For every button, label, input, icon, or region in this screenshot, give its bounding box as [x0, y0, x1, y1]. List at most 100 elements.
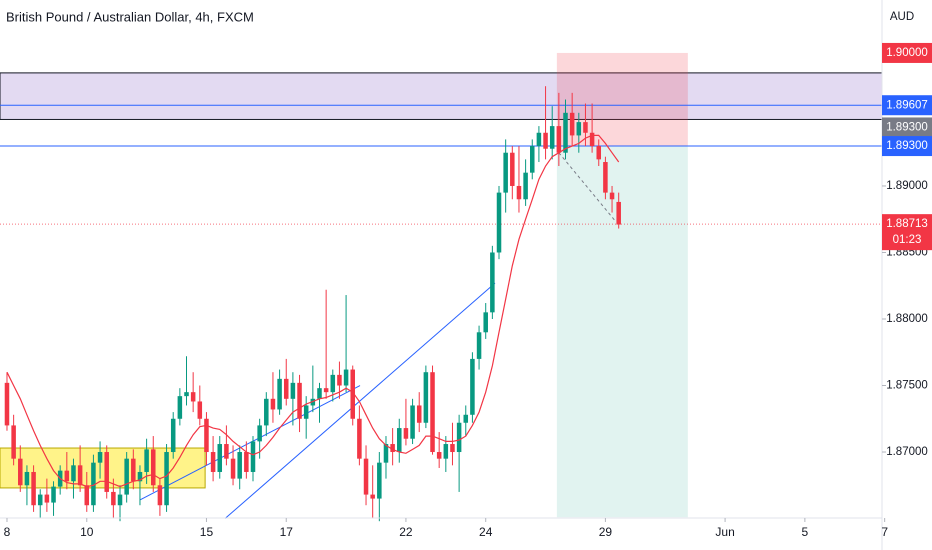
candle-body	[310, 398, 316, 406]
candle-body	[144, 449, 149, 472]
candle-body	[124, 458, 129, 495]
candle-body	[377, 462, 382, 499]
countdown: 01:23	[893, 234, 922, 246]
candle-body	[569, 112, 575, 136]
candle-body	[490, 252, 495, 313]
projection-line	[558, 152, 617, 223]
candle-body	[71, 465, 76, 482]
candle-body	[51, 486, 56, 503]
candle-body	[603, 162, 608, 193]
candle-body	[131, 458, 136, 482]
x-tick-label: Jun	[715, 525, 734, 539]
price-tag-box	[882, 214, 932, 251]
candle-body	[177, 396, 183, 419]
price-tag-label: 1.89300	[886, 121, 928, 133]
candle-body	[430, 372, 435, 453]
chart-title: British Pound / Australian Dollar, 4h, F…	[6, 9, 254, 24]
candle-body	[609, 192, 615, 200]
candle-body	[277, 378, 282, 410]
price-tag-box	[882, 136, 932, 157]
candle-body	[190, 392, 196, 402]
currency-label: AUD	[890, 11, 914, 23]
candle-body	[616, 201, 621, 225]
candle-body	[210, 452, 216, 472]
candle-body	[317, 388, 322, 399]
candle-body	[104, 452, 109, 492]
candle-body	[303, 405, 309, 419]
candle-body	[164, 452, 169, 506]
candle-body	[510, 152, 515, 186]
price-tag: 1.90000	[882, 42, 932, 63]
candle-body	[443, 444, 449, 459]
candle-body	[436, 452, 442, 459]
candle-body	[297, 382, 302, 419]
x-tick-label: 8	[4, 525, 11, 539]
price-tag-label: 1.89300	[886, 140, 928, 152]
candle-body	[44, 494, 50, 503]
candle-body	[496, 192, 502, 253]
x-tick-label: 10	[80, 525, 94, 539]
candle-body	[596, 146, 602, 160]
candle-body	[583, 122, 588, 133]
candle-body	[563, 112, 568, 153]
candle-body	[157, 485, 163, 506]
candle-body	[556, 126, 562, 153]
candle-body	[224, 444, 229, 459]
candle-body	[410, 405, 415, 439]
y-tick-label: 1.87000	[886, 446, 928, 458]
price-tag: 1.89300	[882, 136, 932, 157]
moving-average	[6, 134, 620, 488]
candle-body	[137, 471, 143, 482]
candle-body	[24, 471, 30, 486]
x-tick-label: 22	[399, 525, 413, 539]
candle-body	[204, 418, 209, 453]
candle-body	[264, 398, 269, 426]
price-tag-box	[882, 117, 932, 138]
candle-body	[576, 122, 582, 136]
candle-body	[217, 444, 223, 472]
candle-body	[257, 425, 262, 442]
candle-body	[549, 126, 555, 149]
x-tick-label: 29	[599, 525, 613, 539]
price-tag-box	[882, 95, 932, 116]
x-tick-label: 24	[479, 525, 493, 539]
price-tag-label: 1.89607	[886, 99, 928, 111]
candle-body	[370, 494, 375, 499]
candle-body	[84, 485, 90, 506]
x-tick-label: 7	[881, 525, 888, 539]
candle-body	[536, 132, 542, 147]
trend-line	[139, 385, 361, 501]
candle-body	[383, 444, 389, 463]
y-tick-label: 1.88500	[886, 247, 928, 259]
plot-area	[0, 52, 883, 522]
candle-body	[476, 332, 482, 359]
candle-body	[31, 471, 36, 506]
candle-body	[197, 401, 203, 419]
candle-body	[11, 425, 16, 459]
candle-body	[270, 398, 276, 410]
price-tag: 1.89607	[882, 95, 932, 116]
trend-line	[224, 282, 496, 519]
candle-body	[290, 382, 296, 399]
candle-body	[363, 458, 369, 495]
candle-body	[323, 388, 329, 393]
candle-body	[337, 374, 342, 386]
y-tick-label: 1.89000	[886, 180, 928, 192]
candle-body	[463, 414, 469, 423]
candle-body	[117, 494, 123, 506]
candle-body	[516, 185, 522, 200]
candle-body	[64, 470, 70, 482]
candle-body	[170, 418, 176, 453]
y-tick-label: 1.88000	[886, 313, 928, 325]
candle-body	[151, 449, 156, 486]
candle-body	[470, 358, 475, 415]
x-tick-label: 5	[802, 525, 809, 539]
candle-body	[390, 444, 395, 453]
candle-body	[237, 452, 242, 479]
resistance-zone	[0, 72, 883, 120]
candle-body	[330, 374, 336, 393]
price-tag-box	[882, 42, 932, 63]
x-tick-label: 15	[200, 525, 214, 539]
stop-zone	[556, 52, 688, 147]
candle-body	[357, 418, 362, 459]
